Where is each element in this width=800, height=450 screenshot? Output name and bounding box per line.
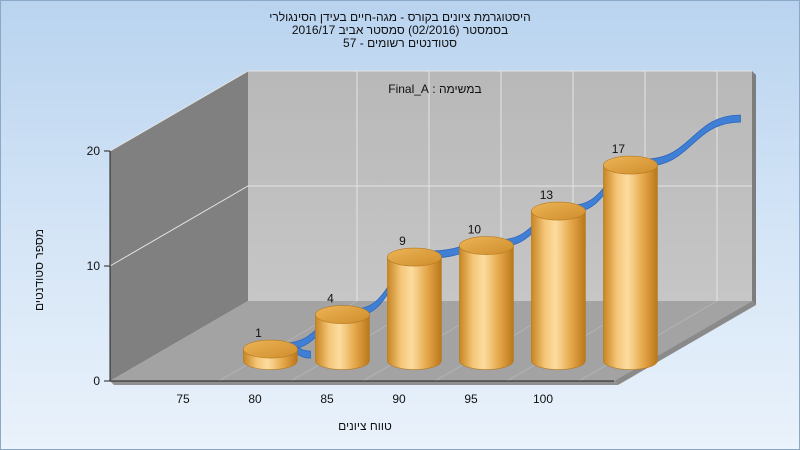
task-annotation: במשימה : Final_A bbox=[388, 82, 482, 96]
x-tick-label: 95 bbox=[464, 392, 478, 406]
bar-top bbox=[603, 155, 658, 175]
data-label: 9 bbox=[399, 234, 406, 248]
chart-title: היסטוגרמת ציונים בקורס - מגה-חיים בעידן … bbox=[0, 11, 800, 50]
bar-body bbox=[531, 210, 586, 370]
gridline-y bbox=[109, 185, 752, 267]
x-tick-label: 80 bbox=[248, 392, 262, 406]
y-tick-label: 20 bbox=[87, 144, 101, 158]
axes: 0 10 20 75 80 85 90 95 100 bbox=[87, 144, 614, 406]
data-label: 4 bbox=[327, 292, 334, 306]
y-tick-label: 10 bbox=[87, 259, 101, 273]
gridline-y bbox=[109, 70, 752, 152]
bars bbox=[243, 155, 658, 370]
data-label: 10 bbox=[468, 223, 482, 237]
y-tick-label: 0 bbox=[93, 374, 100, 388]
bar-85 bbox=[387, 247, 442, 370]
bar-top bbox=[243, 339, 298, 359]
x-axis-label: טווח ציונים bbox=[338, 419, 392, 433]
bar-80 bbox=[315, 305, 370, 370]
x-tick-label: 90 bbox=[392, 392, 406, 406]
back-wall-edge bbox=[752, 71, 756, 305]
title-line-1: היסטוגרמת ציונים בקורס - מגה-חיים בעידן … bbox=[269, 10, 531, 24]
data-label: 1 bbox=[255, 326, 262, 340]
bar-top bbox=[531, 201, 586, 221]
title-line-2: בסמסטר (02/2016) סמסטר אביב 2016/17 bbox=[291, 23, 509, 37]
data-labels: 1 4 9 10 13 17 bbox=[255, 142, 625, 340]
bar-body bbox=[315, 314, 370, 370]
floor-front-edge bbox=[110, 381, 618, 385]
bar-body bbox=[603, 164, 658, 370]
bar-75 bbox=[243, 339, 298, 370]
x-tick-label: 75 bbox=[176, 392, 190, 406]
bar-top bbox=[315, 305, 370, 324]
bar-95 bbox=[531, 201, 586, 370]
y-axis-label: מספר סטודנטים bbox=[32, 228, 46, 312]
data-label: 13 bbox=[540, 188, 554, 202]
bar-top bbox=[459, 236, 514, 255]
bar-top bbox=[387, 247, 442, 267]
x-tick-label: 85 bbox=[320, 392, 334, 406]
x-tick-label: 100 bbox=[533, 392, 553, 406]
bar-body bbox=[459, 245, 514, 370]
bar-90 bbox=[459, 236, 514, 370]
bar-100 bbox=[603, 155, 658, 370]
title-line-3: סטודנטים רשומים - 57 bbox=[343, 36, 457, 50]
data-label: 17 bbox=[612, 142, 626, 156]
bar-body bbox=[387, 256, 442, 370]
